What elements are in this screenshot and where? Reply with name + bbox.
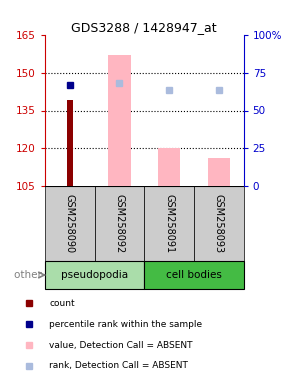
Text: GSM258092: GSM258092 [115, 194, 124, 253]
Text: value, Detection Call = ABSENT: value, Detection Call = ABSENT [49, 341, 193, 349]
Text: rank, Detection Call = ABSENT: rank, Detection Call = ABSENT [49, 361, 188, 371]
Text: GSM258091: GSM258091 [164, 194, 174, 253]
Bar [158, 148, 180, 186]
Bar [45, 186, 95, 261]
Bar [208, 158, 230, 186]
Bar [144, 186, 194, 261]
Text: GSM258090: GSM258090 [65, 194, 75, 253]
Text: count: count [49, 299, 75, 308]
Text: GSM258093: GSM258093 [214, 194, 224, 253]
Title: GDS3288 / 1428947_at: GDS3288 / 1428947_at [71, 21, 217, 34]
Text: pseudopodia: pseudopodia [61, 270, 128, 280]
Bar [95, 186, 144, 261]
Bar [108, 55, 130, 186]
Bar [194, 186, 244, 261]
Bar [45, 261, 144, 289]
Text: percentile rank within the sample: percentile rank within the sample [49, 319, 202, 329]
Text: cell bodies: cell bodies [166, 270, 222, 280]
Text: other: other [14, 270, 45, 280]
Bar [144, 261, 244, 289]
Bar [67, 101, 73, 186]
